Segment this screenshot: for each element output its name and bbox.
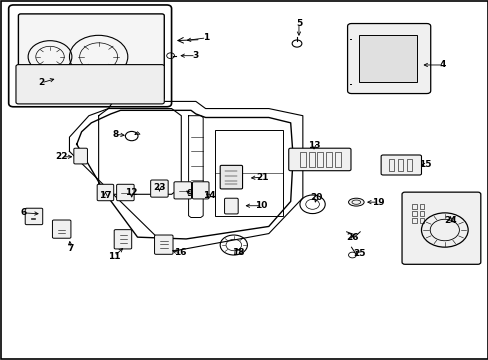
FancyBboxPatch shape — [380, 155, 421, 175]
Text: 7: 7 — [67, 244, 74, 253]
Text: 25: 25 — [352, 249, 365, 258]
Text: 9: 9 — [186, 189, 193, 198]
Text: 21: 21 — [256, 173, 269, 182]
FancyBboxPatch shape — [347, 23, 430, 94]
FancyBboxPatch shape — [174, 182, 191, 199]
Bar — [411, 204, 416, 208]
Bar — [358, 35, 416, 82]
Bar — [388, 159, 393, 171]
Bar — [397, 159, 402, 171]
Text: 20: 20 — [310, 193, 322, 202]
Text: 2: 2 — [38, 78, 44, 87]
Text: 23: 23 — [153, 183, 165, 192]
Text: 24: 24 — [444, 216, 456, 225]
Text: 17: 17 — [99, 191, 112, 200]
FancyBboxPatch shape — [150, 180, 168, 197]
Text: 10: 10 — [255, 201, 267, 210]
Bar — [215, 130, 283, 216]
FancyBboxPatch shape — [25, 208, 42, 225]
Text: 8: 8 — [112, 130, 119, 139]
Bar — [419, 211, 424, 216]
Bar — [411, 218, 416, 223]
Bar — [419, 204, 424, 208]
Bar — [299, 153, 305, 167]
FancyBboxPatch shape — [74, 148, 87, 164]
Ellipse shape — [348, 198, 364, 206]
Text: 19: 19 — [371, 198, 384, 207]
Bar — [325, 153, 331, 167]
FancyBboxPatch shape — [288, 148, 350, 171]
Bar — [406, 159, 411, 171]
Text: 1: 1 — [203, 33, 209, 42]
Text: 16: 16 — [174, 248, 186, 257]
Bar — [419, 218, 424, 223]
Text: 26: 26 — [346, 233, 358, 242]
FancyBboxPatch shape — [97, 184, 114, 201]
FancyBboxPatch shape — [401, 192, 480, 264]
Text: 18: 18 — [232, 248, 244, 257]
FancyBboxPatch shape — [154, 235, 173, 254]
FancyBboxPatch shape — [192, 182, 208, 199]
Bar — [308, 153, 314, 167]
Text: 11: 11 — [108, 252, 120, 261]
FancyBboxPatch shape — [114, 230, 131, 249]
Text: 22: 22 — [55, 152, 68, 161]
Text: 5: 5 — [295, 19, 302, 28]
Bar — [411, 211, 416, 216]
Bar — [317, 153, 323, 167]
FancyBboxPatch shape — [19, 14, 164, 100]
Text: 3: 3 — [192, 51, 199, 60]
Text: 12: 12 — [125, 188, 138, 197]
Text: 6: 6 — [20, 208, 26, 217]
Text: 14: 14 — [203, 191, 215, 200]
FancyBboxPatch shape — [16, 64, 164, 104]
Text: 13: 13 — [307, 141, 320, 150]
Text: 4: 4 — [439, 60, 445, 69]
FancyBboxPatch shape — [220, 165, 242, 189]
FancyBboxPatch shape — [52, 220, 71, 238]
Bar — [334, 153, 340, 167]
FancyBboxPatch shape — [116, 184, 134, 201]
Text: 15: 15 — [418, 161, 431, 170]
FancyBboxPatch shape — [224, 198, 238, 214]
